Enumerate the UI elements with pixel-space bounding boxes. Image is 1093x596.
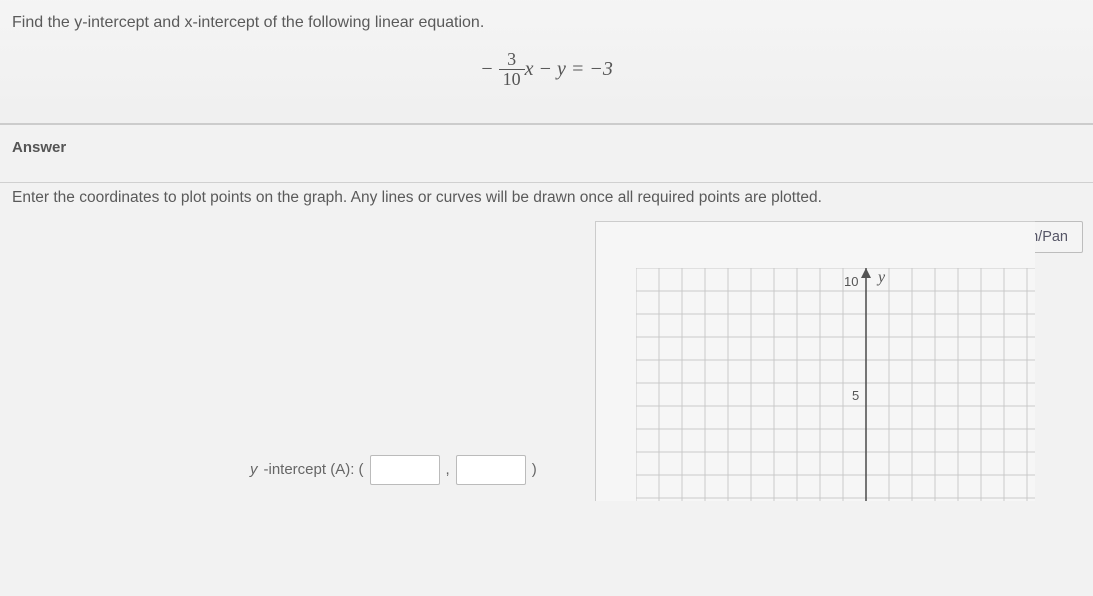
equation-denominator: 10 xyxy=(499,70,525,89)
answer-heading: Answer xyxy=(12,139,1081,182)
graph-area[interactable]: y 10 5 xyxy=(595,221,1035,501)
equation-minus: − xyxy=(534,58,558,80)
y-axis-arrow xyxy=(861,268,871,278)
equation-x: x xyxy=(525,58,534,80)
y-intercept-entry: y -intercept (A): ( , ) xyxy=(250,455,537,485)
question-prompt: Find the y-intercept and x-intercept of … xyxy=(12,14,1081,32)
equation-rhs: = −3 xyxy=(566,58,613,80)
y-intercept-label: -intercept (A): ( xyxy=(264,461,364,478)
tick-10: 10 xyxy=(844,274,858,289)
y-intercept-var: y xyxy=(250,461,258,478)
y-intercept-x-input[interactable] xyxy=(370,455,440,485)
comma: , xyxy=(446,461,450,478)
instructions-text: Enter the coordinates to plot points on … xyxy=(0,182,1093,215)
equation-fraction: 3 10 xyxy=(499,50,525,89)
close-paren: ) xyxy=(532,461,537,478)
tick-5: 5 xyxy=(852,388,859,403)
equation-numerator: 3 xyxy=(499,50,525,70)
equation: − 3 10 x − y = −3 xyxy=(12,32,1081,113)
graph-svg: y 10 5 xyxy=(636,268,1035,501)
equation-lead: − xyxy=(480,58,494,80)
y-intercept-y-input[interactable] xyxy=(456,455,526,485)
equation-y: y xyxy=(557,58,566,80)
y-axis-label: y xyxy=(876,269,886,286)
